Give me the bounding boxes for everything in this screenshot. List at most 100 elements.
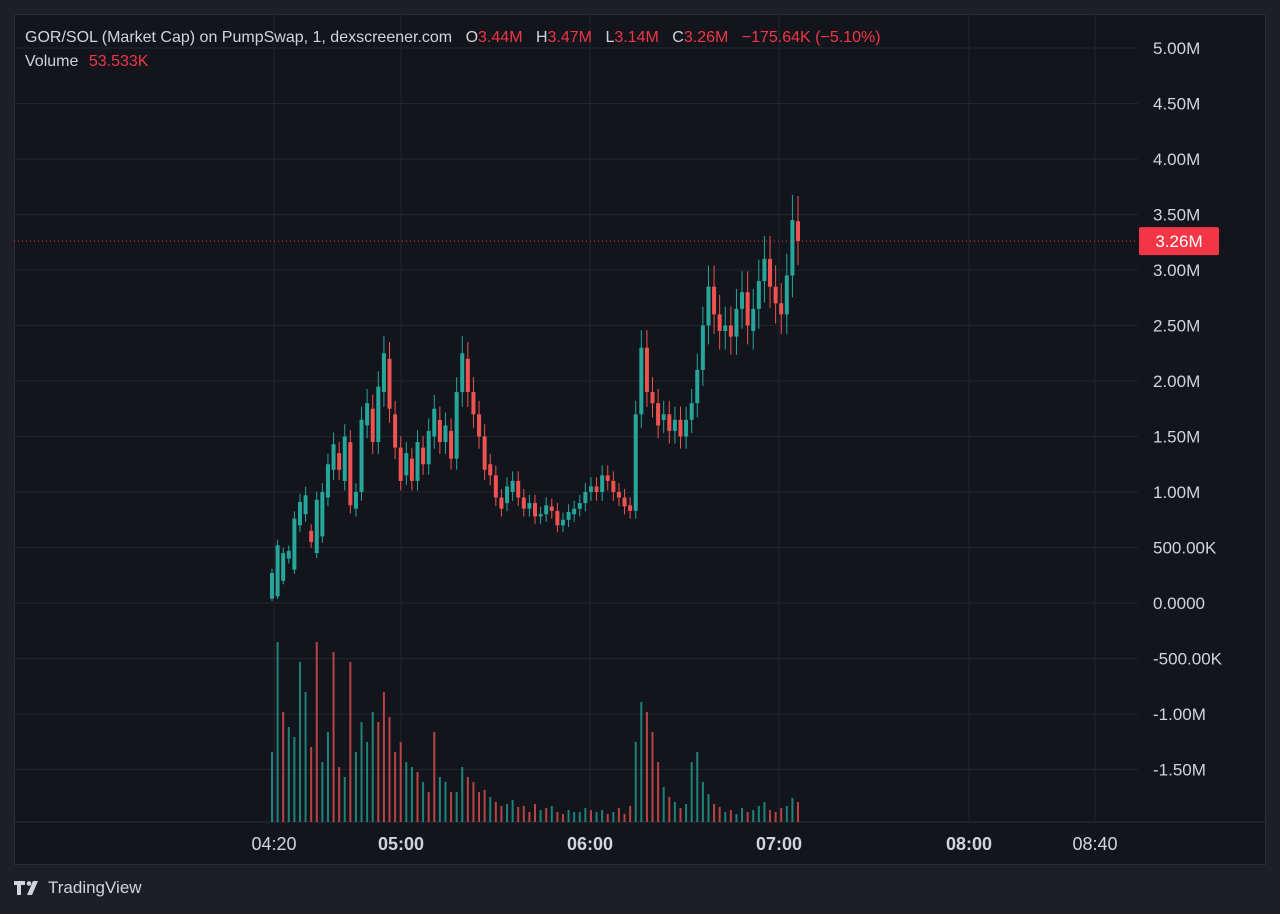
volume-bar (791, 798, 794, 822)
symbol-title[interactable]: GOR/SOL (Market Cap) on PumpSwap, 1, dex… (25, 29, 453, 46)
candle-body (678, 419, 683, 437)
candle-body (572, 508, 577, 515)
volume-bar (343, 777, 346, 822)
volume-bar (701, 782, 704, 822)
volume-bar (500, 806, 503, 822)
candle-body (370, 408, 375, 443)
candle-body (409, 458, 414, 481)
volume-bar (696, 752, 699, 822)
volume-bar (561, 814, 564, 822)
price-tick-label: -1.00M (1153, 705, 1206, 724)
volume-bar (573, 812, 576, 822)
volume-bar (349, 662, 352, 822)
volume-bar (713, 804, 716, 822)
volume-bar (769, 810, 772, 822)
candle-body (695, 369, 700, 404)
volume-bar (416, 772, 419, 822)
candle-body (516, 480, 521, 498)
volume-bar (617, 808, 620, 822)
tradingview-brand-name: TradingView (48, 878, 142, 897)
volume-bar (645, 712, 648, 822)
volume-bar (735, 814, 738, 822)
high-value: 3.47M (547, 29, 592, 46)
tradingview-branding[interactable]: TradingView (14, 878, 142, 898)
close-label: C (672, 29, 684, 46)
volume-bar (472, 782, 475, 822)
volume-bar (410, 767, 413, 822)
volume-bar (774, 812, 777, 822)
candle-body (611, 480, 616, 492)
price-tick-label: 1.50M (1153, 428, 1200, 447)
chart-panel[interactable] (14, 14, 1266, 865)
candle-body (650, 392, 655, 404)
volume-bar (522, 806, 525, 822)
candle-body (454, 392, 459, 459)
volume-bar (326, 732, 329, 822)
volume-bar (584, 808, 587, 822)
volume-legend-row: Volume 53.533K (25, 50, 881, 74)
volume-bar (651, 732, 654, 822)
volume-bar (377, 722, 380, 822)
candle-body (521, 497, 526, 509)
volume-bar (360, 722, 363, 822)
candle-body (337, 453, 342, 470)
volume-bar (595, 812, 598, 822)
candle-body (527, 503, 532, 509)
candle-body (505, 486, 510, 504)
volume-bar (685, 804, 688, 822)
volume-bar (382, 692, 385, 822)
volume-bar (282, 712, 285, 822)
volume-bar (489, 797, 492, 822)
candle-body (325, 464, 330, 498)
candle-body (348, 442, 353, 506)
chart-legend: GOR/SOL (Market Cap) on PumpSwap, 1, dex… (25, 26, 881, 74)
candle-body (723, 325, 728, 332)
candle-body (594, 486, 599, 492)
volume-bar (578, 812, 581, 822)
candle-body (538, 514, 543, 517)
volume-bar (623, 814, 626, 822)
candle-body (717, 314, 722, 332)
ohlc-legend-row: GOR/SOL (Market Cap) on PumpSwap, 1, dex… (25, 26, 881, 50)
volume-bar (450, 792, 453, 822)
volume-bar (276, 642, 279, 822)
candle-body (756, 281, 761, 309)
candle-body (577, 503, 582, 509)
volume-bar (539, 810, 542, 822)
price-tick-label: 0.0000 (1153, 594, 1205, 613)
volume-bar (690, 762, 693, 822)
volume-bar (724, 812, 727, 822)
volume-bar (629, 806, 632, 822)
volume-bar (752, 810, 755, 822)
price-tick-label: 500.00K (1153, 539, 1217, 558)
volume-bar (718, 807, 721, 822)
price-tick-label: 2.00M (1153, 372, 1200, 391)
candle-body (633, 414, 638, 511)
candle-body (342, 436, 347, 481)
candle-body (661, 414, 666, 420)
volume-label[interactable]: Volume (25, 53, 79, 70)
low-value: 3.14M (614, 29, 659, 46)
volume-bar (729, 810, 732, 822)
volume-bar (517, 807, 520, 822)
candle-body (555, 510, 560, 526)
candle-body (728, 325, 733, 337)
price-tick-label: 5.00M (1153, 39, 1200, 58)
candle-body (398, 447, 403, 481)
candle-body (303, 495, 308, 515)
candle-body (297, 501, 302, 526)
candle-body (493, 475, 498, 498)
candle-body (639, 347, 644, 415)
volume-bar (567, 810, 570, 822)
candle-body (566, 511, 571, 520)
volume-bar (422, 782, 425, 822)
price-tick-label: 3.50M (1153, 206, 1200, 225)
volume-bar (679, 808, 682, 822)
candle-body (404, 453, 409, 476)
time-tick-label: 08:00 (946, 834, 992, 854)
volume-bar (298, 662, 301, 822)
high-label: H (535, 29, 548, 46)
candle-body (432, 408, 437, 437)
candle-body (359, 419, 364, 492)
